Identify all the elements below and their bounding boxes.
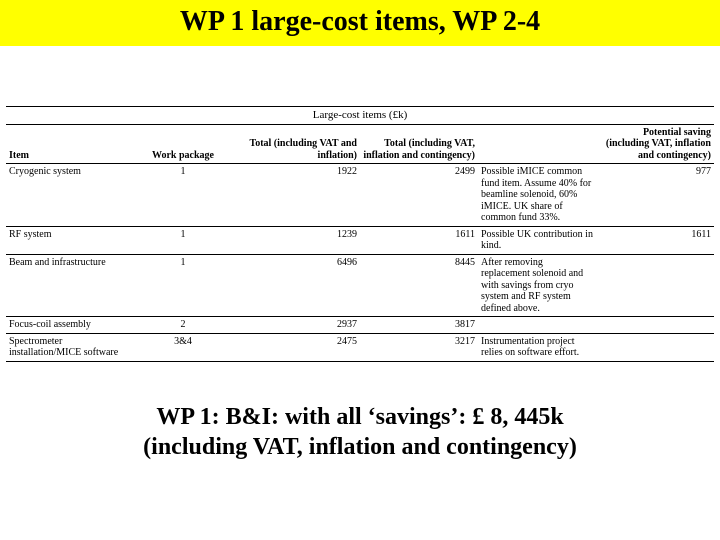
title-bar: WP 1 large-cost items, WP 2-4 bbox=[0, 0, 720, 46]
col-tot2: Total (including VAT, inflation and cont… bbox=[360, 124, 478, 164]
cell-item: Focus-coil assembly bbox=[6, 317, 124, 334]
table-region: Large-cost items (£k) Item Work package … bbox=[0, 106, 720, 362]
col-tot1: Total (including VAT and inflation) bbox=[242, 124, 360, 164]
cell-wp: 1 bbox=[124, 226, 242, 254]
cell-tot2: 3817 bbox=[360, 317, 478, 334]
page-title: WP 1 large-cost items, WP 2-4 bbox=[0, 6, 720, 38]
cell-save: 1611 bbox=[596, 226, 714, 254]
cell-item: Cryogenic system bbox=[6, 164, 124, 227]
table-row: Spectrometer installation/MICE software … bbox=[6, 333, 714, 361]
cell-wp: 1 bbox=[124, 254, 242, 317]
cell-tot1: 2937 bbox=[242, 317, 360, 334]
table-row: Beam and infrastructure 1 6496 8445 Afte… bbox=[6, 254, 714, 317]
cell-item: Beam and infrastructure bbox=[6, 254, 124, 317]
table-header-row: Item Work package Total (including VAT a… bbox=[6, 124, 714, 164]
cell-item: Spectrometer installation/MICE software bbox=[6, 333, 124, 361]
large-cost-table: Large-cost items (£k) Item Work package … bbox=[6, 106, 714, 362]
footer-line-2: (including VAT, inflation and contingenc… bbox=[20, 432, 700, 462]
footer-summary: WP 1: B&I: with all ‘savings’: £ 8, 445k… bbox=[0, 402, 720, 462]
cell-save bbox=[596, 254, 714, 317]
cell-notes bbox=[478, 317, 596, 334]
col-wp: Work package bbox=[124, 124, 242, 164]
cell-tot1: 2475 bbox=[242, 333, 360, 361]
col-notes bbox=[478, 124, 596, 164]
col-item: Item bbox=[6, 124, 124, 164]
table-row: RF system 1 1239 1611 Possible UK contri… bbox=[6, 226, 714, 254]
table-caption-row: Large-cost items (£k) bbox=[6, 107, 714, 125]
cell-wp: 1 bbox=[124, 164, 242, 227]
cell-tot2: 1611 bbox=[360, 226, 478, 254]
col-save: Potential saving (including VAT, inflati… bbox=[596, 124, 714, 164]
cell-tot2: 3217 bbox=[360, 333, 478, 361]
cell-tot1: 6496 bbox=[242, 254, 360, 317]
cell-notes: Possible iMICE common fund item. Assume … bbox=[478, 164, 596, 227]
footer-line-1: WP 1: B&I: with all ‘savings’: £ 8, 445k bbox=[20, 402, 700, 432]
cell-tot2: 2499 bbox=[360, 164, 478, 227]
cell-wp: 3&4 bbox=[124, 333, 242, 361]
table-row: Cryogenic system 1 1922 2499 Possible iM… bbox=[6, 164, 714, 227]
cell-notes: Instrumentation project relies on softwa… bbox=[478, 333, 596, 361]
cell-notes: After removing replacement solenoid and … bbox=[478, 254, 596, 317]
table-caption: Large-cost items (£k) bbox=[6, 107, 714, 125]
cell-tot2: 8445 bbox=[360, 254, 478, 317]
cell-tot1: 1922 bbox=[242, 164, 360, 227]
cell-item: RF system bbox=[6, 226, 124, 254]
table-row: Focus-coil assembly 2 2937 3817 bbox=[6, 317, 714, 334]
cell-save: 977 bbox=[596, 164, 714, 227]
cell-wp: 2 bbox=[124, 317, 242, 334]
cell-save bbox=[596, 317, 714, 334]
cell-save bbox=[596, 333, 714, 361]
cell-notes: Possible UK contribution in kind. bbox=[478, 226, 596, 254]
cell-tot1: 1239 bbox=[242, 226, 360, 254]
